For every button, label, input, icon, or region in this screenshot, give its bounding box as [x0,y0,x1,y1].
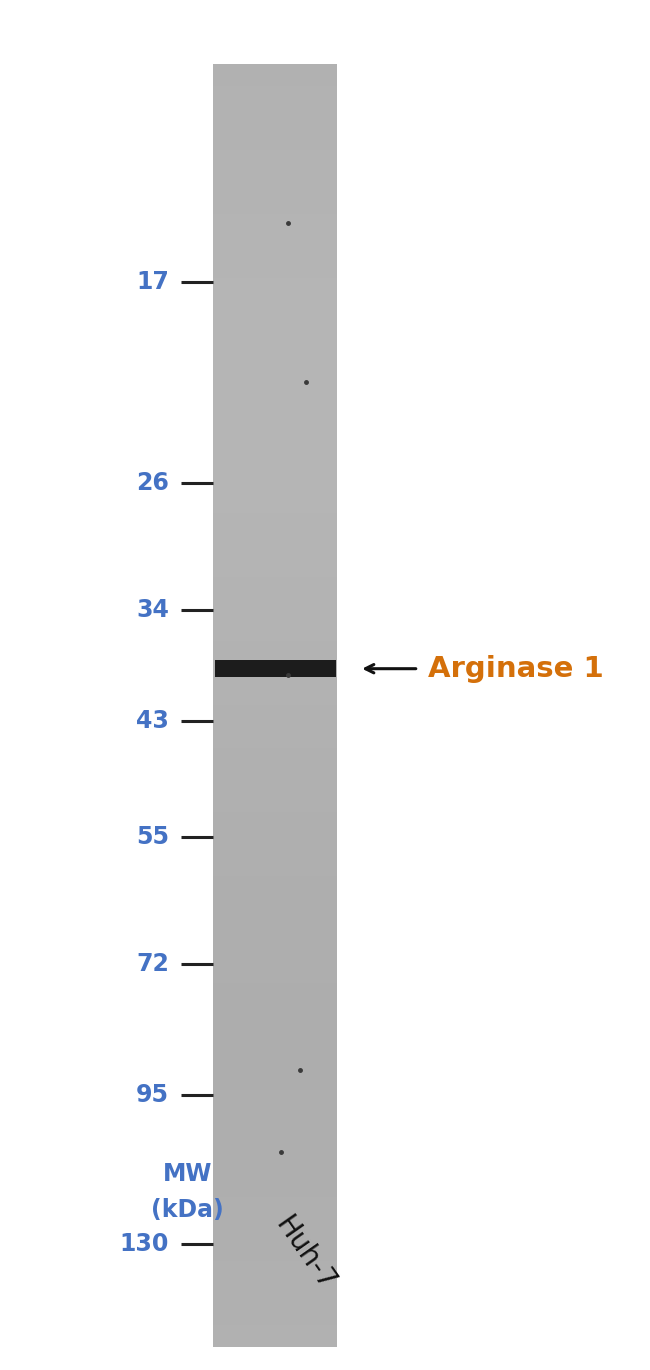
Text: 26: 26 [136,471,169,495]
Bar [213,363,337,385]
Bar [213,85,337,107]
Bar [213,64,337,85]
Text: 55: 55 [136,825,169,849]
Bar [214,660,335,677]
Bar [213,514,337,534]
Bar [213,1069,337,1091]
Text: MW: MW [163,1162,213,1185]
Bar [213,385,337,406]
Text: Huh-7: Huh-7 [269,1211,340,1296]
Bar [213,256,337,278]
Bar [213,1155,337,1175]
Text: Arginase 1: Arginase 1 [428,655,604,682]
Bar [213,1325,337,1347]
Bar [213,64,337,1347]
Bar [213,278,337,299]
Bar [213,962,337,984]
Bar [213,534,337,556]
Text: 34: 34 [136,597,169,622]
Bar [213,877,337,897]
Bar [213,577,337,599]
Bar [213,770,337,790]
Bar [213,748,337,770]
Bar [213,1262,337,1282]
Bar [213,192,337,214]
Bar [213,941,337,962]
Bar [213,1091,337,1111]
Text: 95: 95 [136,1084,169,1107]
Bar [213,641,337,663]
Bar [213,1175,337,1197]
Bar [213,834,337,855]
Bar [213,492,337,514]
Text: (kDa): (kDa) [151,1197,224,1222]
Bar [213,855,337,877]
Bar [213,663,337,684]
Bar [213,706,337,727]
Bar [213,919,337,941]
Bar [213,1197,337,1218]
Text: 43: 43 [136,708,169,733]
Bar [213,1282,337,1304]
Bar [213,214,337,236]
Text: 72: 72 [136,952,169,977]
Bar [213,107,337,129]
Bar [213,342,337,363]
Bar [213,727,337,748]
Bar [213,790,337,812]
Bar [213,1026,337,1048]
Bar [213,684,337,706]
Bar [213,321,337,342]
Bar [213,599,337,621]
Text: 17: 17 [136,270,169,295]
Bar [213,556,337,577]
Bar [213,427,337,449]
Bar [213,1240,337,1262]
Bar [213,449,337,470]
Bar [213,897,337,919]
Bar [213,406,337,427]
Bar [213,470,337,492]
Bar [213,149,337,171]
Bar [213,236,337,256]
Bar [213,984,337,1004]
Bar [213,1004,337,1026]
Bar [213,299,337,321]
Bar [213,1218,337,1240]
Bar [213,1133,337,1155]
Bar [213,1048,337,1069]
Text: 130: 130 [120,1232,169,1256]
Bar [213,812,337,834]
Bar [213,621,337,641]
Bar [213,171,337,192]
Bar [213,1111,337,1133]
Bar [213,129,337,149]
Bar [213,1304,337,1325]
